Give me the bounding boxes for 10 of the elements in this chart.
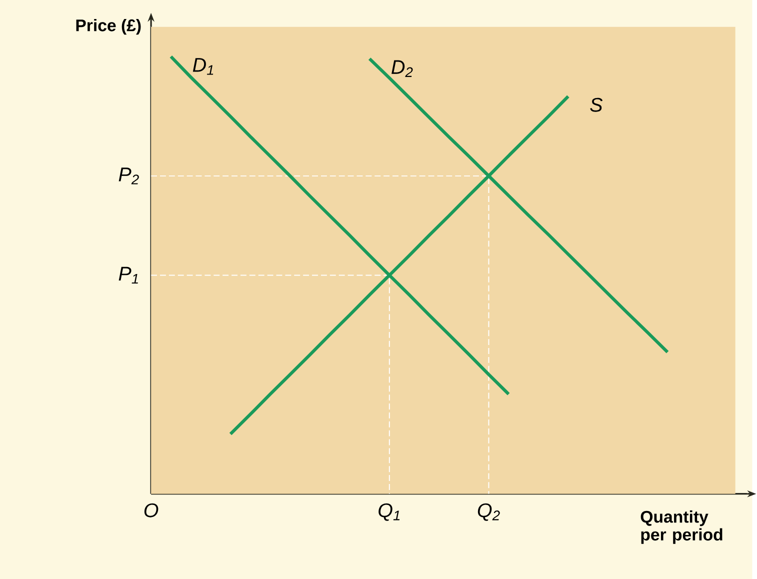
x-tick-label: O <box>144 503 158 518</box>
x-axis-title: Quantity per period <box>640 510 722 544</box>
series-label: S <box>590 98 603 112</box>
x-tick-label: Q$_{1}$ <box>378 503 400 521</box>
ref-line-label: P$_{1}$ <box>118 266 138 284</box>
y-axis-title: Price (£) <box>76 18 141 35</box>
x-tick-label: Q$_{2}$ <box>478 503 500 521</box>
ref-line-label: P$_{2}$ <box>118 167 139 184</box>
series-label: D$_{2}$ <box>392 60 413 77</box>
series-label: D$_{1}$ <box>192 58 214 75</box>
